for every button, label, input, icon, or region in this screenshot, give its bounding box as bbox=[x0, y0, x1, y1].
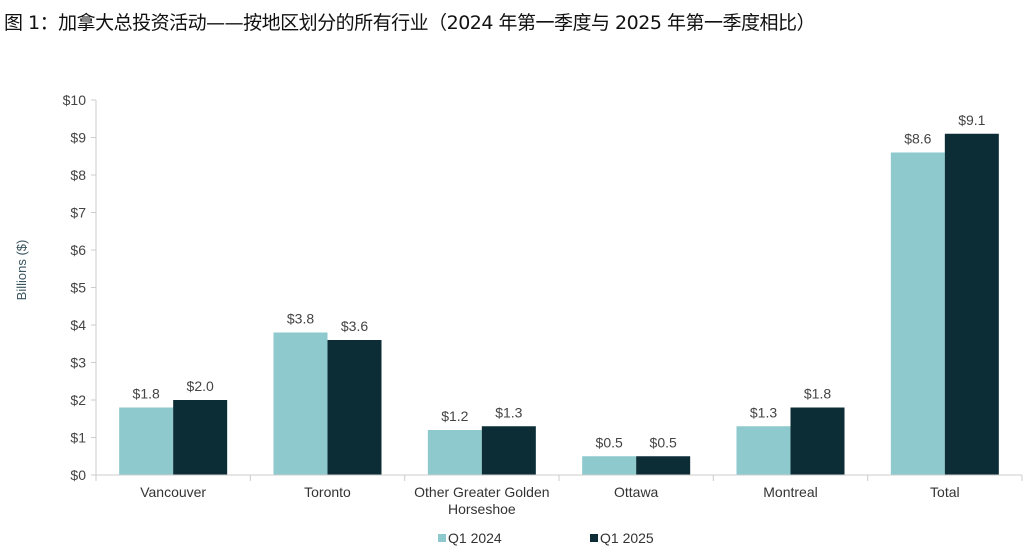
y-tick-label: $2 bbox=[70, 392, 86, 408]
x-tick-label: Ottawa bbox=[614, 484, 659, 500]
y-tick-label: $8 bbox=[70, 167, 86, 183]
x-tick-label: Vancouver bbox=[140, 484, 206, 500]
data-label: $0.5 bbox=[596, 434, 623, 450]
x-tick-label: Toronto bbox=[304, 484, 351, 500]
y-tick-label: $6 bbox=[70, 242, 86, 258]
x-tick-label: Total bbox=[930, 484, 960, 500]
data-label: $3.6 bbox=[341, 318, 368, 334]
legend-swatch bbox=[438, 534, 446, 542]
x-tick-label: Horseshoe bbox=[448, 501, 516, 517]
data-label: $1.2 bbox=[441, 408, 468, 424]
data-label: $1.8 bbox=[804, 386, 831, 402]
y-tick-label: $4 bbox=[70, 317, 86, 333]
bar-q1-2025 bbox=[173, 400, 228, 475]
data-label: $3.8 bbox=[287, 311, 314, 327]
bar-q1-2025 bbox=[481, 426, 536, 475]
bar-q1-2024 bbox=[582, 456, 637, 475]
y-tick-label: $7 bbox=[70, 205, 86, 221]
bar-q1-2025 bbox=[327, 340, 382, 475]
y-axis-label: Billions ($) bbox=[14, 240, 29, 301]
bar-q1-2025 bbox=[790, 407, 845, 475]
bar-q1-2024 bbox=[273, 332, 328, 475]
legend-label: Q1 2024 bbox=[448, 530, 502, 546]
y-tick-label: $1 bbox=[70, 430, 86, 446]
bar-q1-2024 bbox=[119, 407, 174, 475]
bar-q1-2024 bbox=[427, 430, 482, 475]
x-tick-label: Montreal bbox=[763, 484, 817, 500]
legend-label: Q1 2025 bbox=[600, 530, 654, 546]
data-label: $1.8 bbox=[133, 386, 160, 402]
data-label: $1.3 bbox=[750, 404, 777, 420]
y-tick-label: $5 bbox=[70, 280, 86, 296]
data-label: $0.5 bbox=[650, 434, 677, 450]
legend-swatch bbox=[590, 534, 598, 542]
data-label: $9.1 bbox=[958, 112, 985, 128]
y-tick-label: $0 bbox=[70, 467, 86, 483]
y-tick-label: $9 bbox=[70, 130, 86, 146]
bar-q1-2024 bbox=[736, 426, 791, 475]
data-label: $8.6 bbox=[904, 131, 931, 147]
y-tick-label: $10 bbox=[63, 92, 87, 108]
y-tick-label: $3 bbox=[70, 355, 86, 371]
bar-q1-2025 bbox=[944, 133, 999, 475]
x-tick-label: Other Greater Golden bbox=[414, 484, 549, 500]
data-label: $1.3 bbox=[495, 404, 522, 420]
bar-q1-2024 bbox=[890, 152, 945, 475]
chart-title: 图 1：加拿大总投资活动——按地区划分的所有行业（2024 年第一季度与 202… bbox=[4, 12, 815, 34]
data-label: $2.0 bbox=[187, 378, 214, 394]
bar-q1-2025 bbox=[636, 456, 691, 475]
